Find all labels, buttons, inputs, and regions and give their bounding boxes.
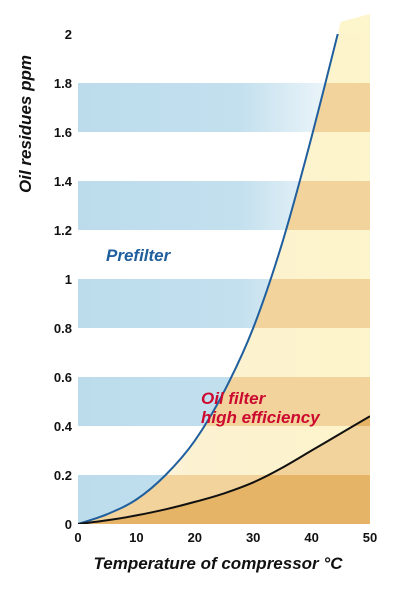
x-tick-label: 20 bbox=[188, 530, 202, 545]
series-label-prefilter: Prefilter bbox=[106, 246, 172, 265]
x-axis-ticks: 0 10 20 30 40 50 bbox=[74, 530, 377, 545]
band-right bbox=[78, 328, 370, 377]
y-tick-label: 2 bbox=[65, 27, 72, 42]
y-tick-label: 0.2 bbox=[54, 468, 72, 483]
y-tick-label: 0.6 bbox=[54, 370, 72, 385]
x-tick-label: 40 bbox=[304, 530, 318, 545]
y-tick-label: 1 bbox=[65, 272, 72, 287]
band-left bbox=[78, 83, 341, 132]
y-axis-ticks: 0 0.2 0.4 0.6 0.8 1 1.2 1.4 1.6 1.8 2 bbox=[54, 27, 73, 532]
y-tick-label: 1.4 bbox=[54, 174, 73, 189]
y-tick-label: 1.6 bbox=[54, 125, 72, 140]
curves bbox=[78, 34, 370, 524]
band-below bbox=[78, 34, 370, 83]
series-line-prefilter bbox=[78, 34, 339, 524]
y-tick-label: 0.4 bbox=[54, 419, 73, 434]
series-label-oil-filter-line-2: high efficiency bbox=[201, 408, 321, 427]
series-label-oil-filter-line-1: Oil filter bbox=[201, 389, 267, 408]
band-right bbox=[78, 34, 370, 83]
y-tick-label: 0.8 bbox=[54, 321, 72, 336]
x-tick-label: 50 bbox=[363, 530, 377, 545]
x-axis-title: Temperature of compressor °C bbox=[94, 554, 344, 573]
y-tick-label: 1.2 bbox=[54, 223, 72, 238]
band-right bbox=[78, 132, 370, 181]
band-right bbox=[78, 14, 370, 34]
series-line-oil-filter bbox=[78, 415, 370, 524]
x-tick-label: 0 bbox=[74, 530, 81, 545]
y-tick-label: 1.8 bbox=[54, 76, 72, 91]
x-tick-label: 10 bbox=[129, 530, 143, 545]
y-axis-title: Oil residues ppm bbox=[16, 55, 35, 193]
x-tick-label: 30 bbox=[246, 530, 260, 545]
y-tick-label: 0 bbox=[65, 517, 72, 532]
